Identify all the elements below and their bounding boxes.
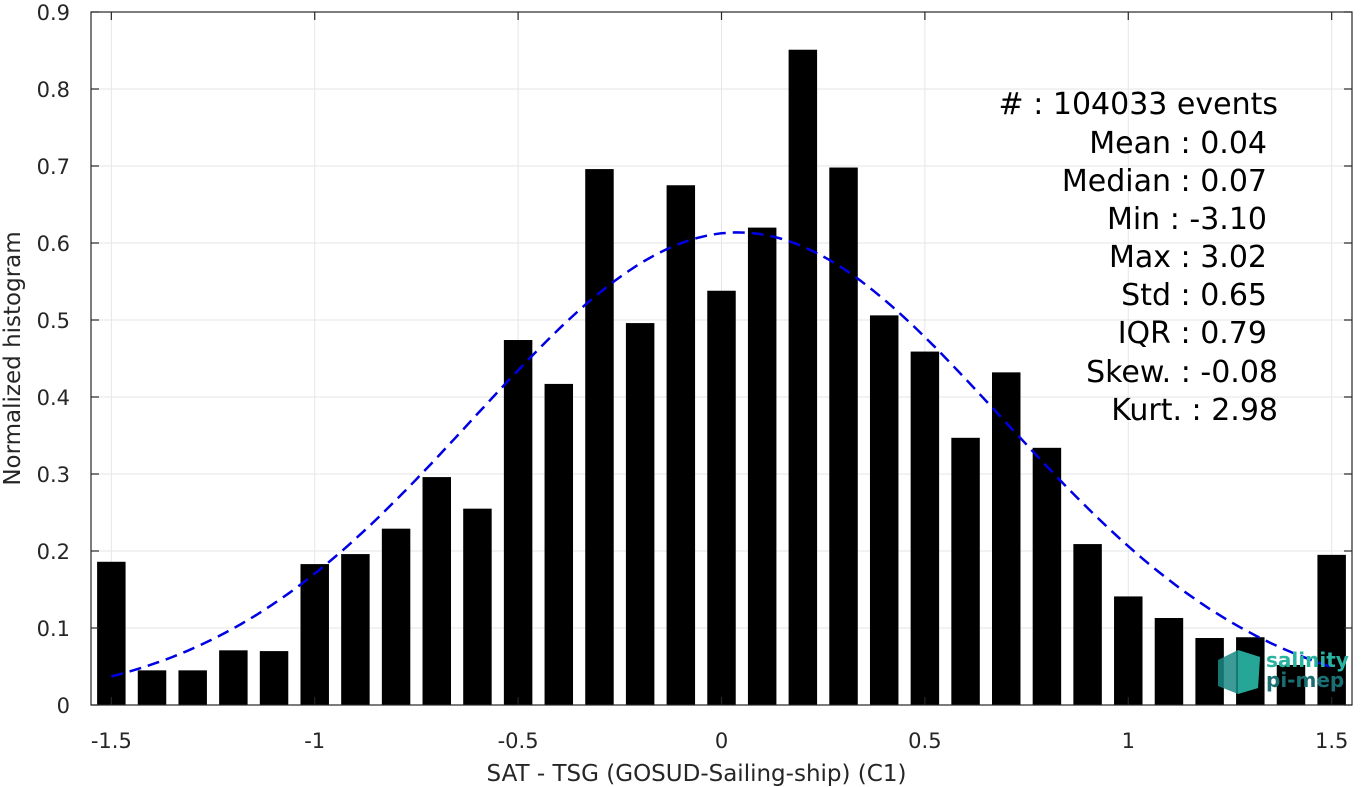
histogram-bar: [992, 372, 1021, 705]
stat-iqr: IQR : 0.79: [1118, 316, 1267, 351]
x-tick-label: -0.5: [498, 729, 539, 753]
stat-skew: Skew. : -0.08: [1086, 355, 1278, 390]
logo-text-pimep: pi-mep: [1266, 668, 1344, 692]
y-axis-title: Normalized histogram: [0, 231, 26, 485]
stat-events: # : 104033 events: [999, 87, 1278, 122]
histogram-bar: [951, 437, 980, 705]
histogram-bar: [1114, 596, 1143, 705]
stat-mean: Mean : 0.04: [1089, 126, 1267, 161]
histogram-bar: [463, 508, 492, 705]
histogram-bar: [544, 383, 574, 705]
histogram-bar: [1032, 447, 1062, 705]
histogram-bar: [585, 169, 614, 705]
histogram-bar: [666, 185, 696, 705]
y-tick-label: 0: [57, 694, 70, 718]
x-tick-label: -1.5: [91, 729, 132, 753]
gaussian-fit-curve: [110, 231, 1333, 678]
histogram-bar: [178, 670, 207, 705]
histogram-bar: [869, 315, 899, 705]
x-tick-label: 1.5: [1315, 729, 1348, 753]
histogram-bar: [219, 650, 248, 705]
axis-ticks: -1.5 -1 -0.5 0 0.5 1 1.5 0 0.1 0.2 0.3 0.4 0.5 0.6 0.7…: [37, 1, 1352, 753]
histogram-bar: [788, 49, 818, 706]
statistics-annotation: # : 104033 events Mean : 0.04 Median : 0…: [999, 87, 1278, 428]
histogram-bar: [300, 564, 329, 705]
y-tick-label: 0.6: [37, 232, 70, 256]
histogram-bar: [747, 227, 777, 705]
salinity-pimep-logo: salinity pi-mep: [1218, 648, 1349, 694]
histogram-bar: [97, 561, 126, 705]
gaussian-fit-line: [110, 231, 1333, 678]
logo-cube-face: [1238, 650, 1260, 694]
stat-median: Median : 0.07: [1062, 164, 1267, 199]
stat-max: Max : 3.02: [1109, 240, 1267, 275]
stat-min: Min : -3.10: [1107, 202, 1267, 237]
histogram-bar: [137, 670, 167, 705]
histogram-bar: [625, 323, 655, 705]
histogram-bar: [829, 167, 858, 706]
histogram-bar: [381, 528, 411, 705]
histogram-bar: [910, 351, 940, 705]
histogram-bar: [1073, 544, 1102, 705]
y-tick-label: 0.4: [37, 386, 70, 410]
y-tick-label: 0.8: [37, 78, 70, 102]
stat-std: Std : 0.65: [1121, 278, 1267, 313]
histogram-bar: [259, 651, 289, 705]
histogram-bar: [422, 477, 451, 705]
stat-kurt: Kurt. : 2.98: [1111, 393, 1278, 428]
x-tick-label: 0: [715, 729, 728, 753]
x-tick-label: 1: [1122, 729, 1135, 753]
histogram-bars: [97, 49, 1346, 706]
histogram-bar: [1317, 554, 1346, 705]
y-tick-label: 0.5: [37, 309, 70, 333]
y-tick-label: 0.9: [37, 1, 70, 25]
histogram-bar: [1154, 617, 1184, 705]
y-tick-label: 0.1: [37, 617, 70, 641]
histogram-bar: [341, 554, 370, 705]
x-tick-label: -1: [304, 729, 325, 753]
x-axis-title: SAT - TSG (GOSUD-Sailing-ship) (C1): [487, 761, 907, 787]
histogram-bar: [1276, 664, 1306, 705]
logo-text-salinity: salinity: [1266, 648, 1349, 672]
histogram-bar: [707, 290, 736, 705]
y-tick-label: 0.2: [37, 540, 70, 564]
x-tick-label: 0.5: [908, 729, 941, 753]
y-tick-label: 0.3: [37, 463, 70, 487]
y-tick-label: 0.7: [37, 155, 70, 179]
histogram-bar: [503, 340, 533, 705]
